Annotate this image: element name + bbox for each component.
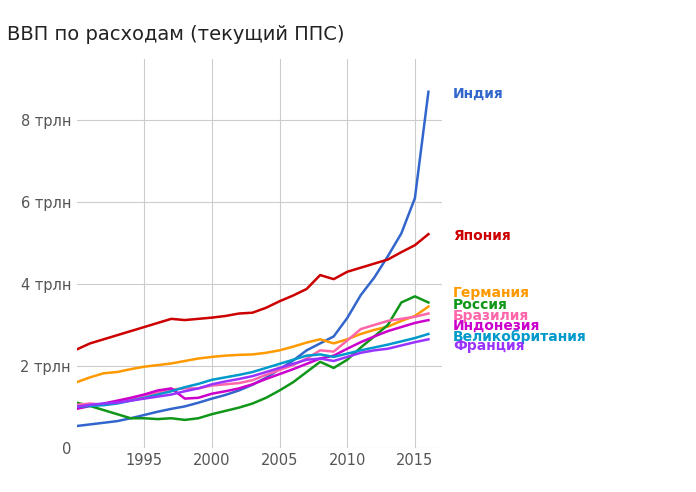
- Text: ВВП по расходам (текущий ППС): ВВП по расходам (текущий ППС): [7, 25, 345, 44]
- Text: Индонезия: Индонезия: [453, 319, 540, 333]
- Text: Германия: Германия: [453, 286, 530, 300]
- Text: Франция: Франция: [453, 339, 524, 353]
- Text: Япония: Япония: [453, 229, 511, 243]
- Text: Бразилия: Бразилия: [453, 309, 529, 323]
- Text: Индия: Индия: [453, 87, 504, 101]
- Text: Великобритания: Великобритания: [453, 329, 587, 343]
- Text: Россия: Россия: [453, 298, 508, 311]
